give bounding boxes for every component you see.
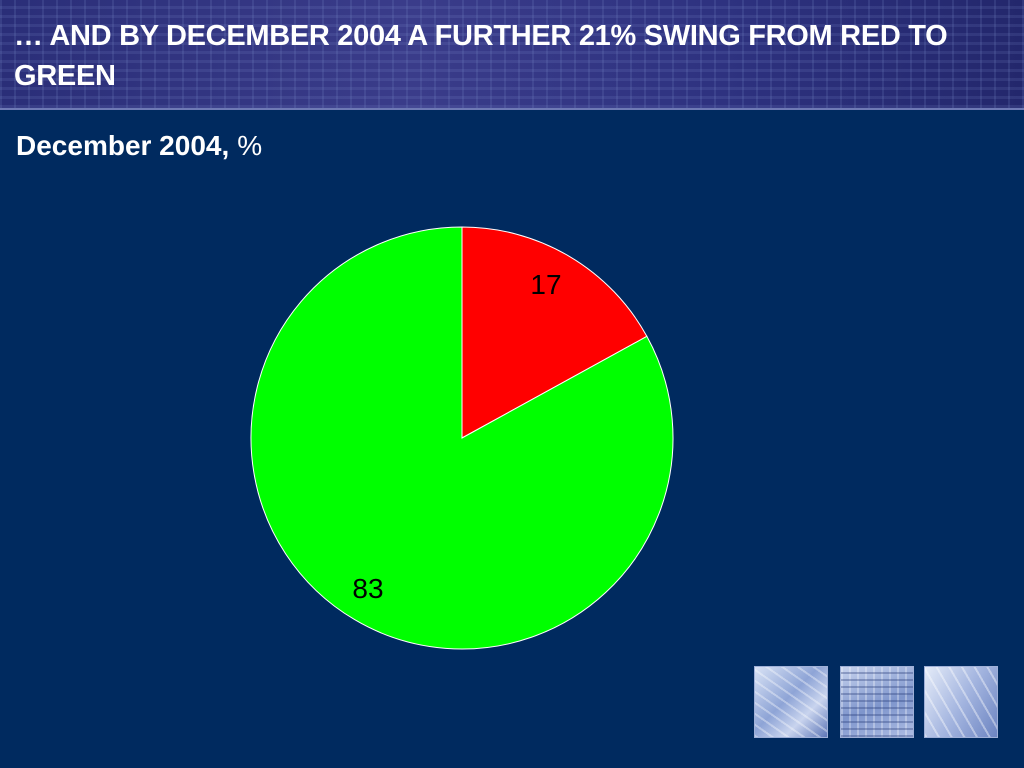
pie-slice-17 — [461, 226, 648, 439]
subtitle-main: December 2004, — [16, 130, 230, 161]
title-banner: … AND BY DECEMBER 2004 A FURTHER 21% SWI… — [0, 0, 1024, 110]
decorative-thumbnail-1 — [754, 666, 828, 738]
pie-slice-label-83: 83 — [352, 573, 383, 604]
chart-subtitle: December 2004,% — [16, 128, 262, 164]
decorative-thumbnail-2 — [840, 666, 914, 738]
slide-title: … AND BY DECEMBER 2004 A FURTHER 21% SWI… — [14, 20, 948, 92]
pie-slice-83 — [250, 226, 674, 650]
decorative-thumbnail-3 — [924, 666, 998, 738]
pie-slice-label-17: 17 — [530, 269, 561, 300]
pie-slices — [250, 226, 674, 650]
subtitle-unit: % — [237, 130, 263, 161]
